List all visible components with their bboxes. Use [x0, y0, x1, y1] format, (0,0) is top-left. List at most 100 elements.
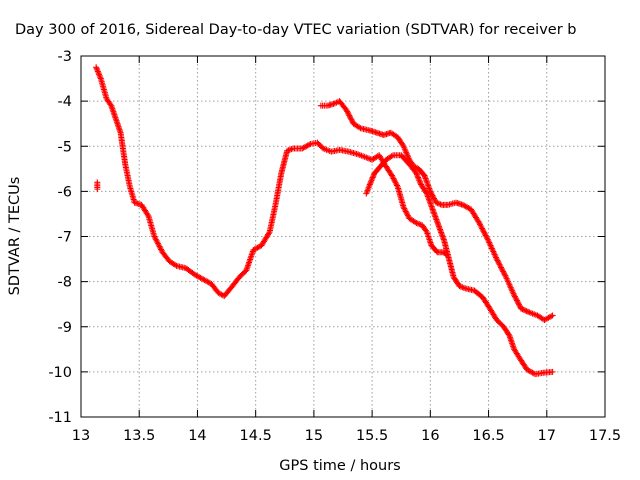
- data-point: [484, 236, 491, 243]
- data-point: [478, 224, 485, 231]
- data-point: [345, 111, 352, 118]
- data-point: [516, 301, 523, 308]
- data-point: [414, 173, 421, 180]
- y-axis-label: SDTVAR / TECUs: [7, 177, 23, 296]
- data-point: [494, 257, 501, 264]
- data-point: [94, 68, 101, 75]
- data-point: [495, 258, 502, 265]
- data-point: [416, 177, 423, 184]
- data-point: [144, 211, 151, 218]
- data-point: [498, 265, 505, 272]
- data-point: [388, 153, 395, 160]
- y-tick-labels: -3 -4 -5 -6 -7 -8 -9 -10 -11: [48, 49, 72, 426]
- y-tick-label: -5: [58, 139, 72, 155]
- data-point: [500, 269, 507, 276]
- x-tick-label: 16: [421, 428, 439, 444]
- data-point: [505, 331, 512, 338]
- data-point: [495, 260, 502, 267]
- data-point: [96, 72, 103, 79]
- data-point: [97, 74, 104, 81]
- data-point: [476, 219, 483, 226]
- data-point: [369, 174, 376, 181]
- data-point: [394, 182, 401, 189]
- data-point: [502, 272, 509, 279]
- y-tick-label: -7: [58, 230, 72, 246]
- x-tick-label: 14: [188, 428, 206, 444]
- chart-title: Day 300 of 2016, Sidereal Day-to-day VTE…: [15, 22, 576, 38]
- data-point: [476, 221, 483, 228]
- data-point: [515, 300, 522, 307]
- series-track-b: [317, 98, 556, 323]
- data-point: [413, 170, 420, 177]
- data-point: [523, 308, 530, 315]
- data-point: [93, 65, 100, 72]
- y-tick-label: -6: [58, 184, 72, 200]
- data-point: [514, 298, 521, 305]
- x-tick-label: 15: [305, 428, 323, 444]
- y-tick-label: -9: [58, 320, 72, 336]
- x-tick-label: 14.5: [240, 428, 272, 444]
- data-point: [483, 233, 490, 240]
- data-point: [479, 226, 486, 233]
- data-point: [480, 228, 487, 235]
- x-tick-label: 16.5: [472, 428, 504, 444]
- data-point: [549, 312, 556, 319]
- x-tick-label: 17.5: [589, 428, 621, 444]
- x-axis-label: GPS time / hours: [279, 458, 400, 474]
- data-point: [94, 67, 101, 74]
- data-point: [481, 229, 488, 236]
- data-point: [95, 69, 102, 76]
- x-tick-label: 13: [72, 428, 90, 444]
- data-point: [346, 113, 353, 120]
- data-point: [413, 171, 420, 178]
- data-point: [496, 261, 503, 268]
- data-point: [344, 108, 351, 115]
- data-point: [415, 174, 422, 181]
- data-point: [482, 232, 489, 239]
- axis-ticks: [80, 55, 606, 418]
- grid: [81, 56, 605, 417]
- data-point: [306, 141, 313, 148]
- data-point: [415, 175, 422, 182]
- data-point: [368, 177, 375, 184]
- data-point: [549, 368, 556, 375]
- data-point: [500, 268, 507, 275]
- data-point: [349, 117, 356, 124]
- data-point: [416, 178, 423, 185]
- data-point: [94, 186, 101, 193]
- data-point: [484, 235, 491, 242]
- data-point: [481, 231, 488, 238]
- data-point: [511, 293, 518, 300]
- data-point: [96, 71, 103, 78]
- y-tick-label: -8: [58, 275, 72, 291]
- data-point: [511, 292, 518, 299]
- data-point: [493, 256, 500, 263]
- data-point: [513, 296, 520, 303]
- x-tick-labels: 13 13.5 14 14.5 15 15.5 16 16.5 17 17.5: [72, 428, 621, 444]
- data-point: [498, 264, 505, 271]
- data-point: [512, 294, 519, 301]
- data-point: [369, 175, 376, 182]
- data-point: [347, 115, 354, 122]
- y-tick-label: -3: [58, 49, 72, 65]
- data-point: [548, 313, 555, 320]
- data-point: [356, 124, 363, 131]
- data-point: [346, 112, 353, 119]
- data-point: [520, 306, 527, 313]
- data-marks: [93, 64, 556, 378]
- data-point: [367, 180, 374, 187]
- data-point: [522, 307, 529, 314]
- data-point: [516, 302, 523, 309]
- data-point: [519, 306, 526, 313]
- data-point: [479, 225, 486, 232]
- data-point: [513, 297, 520, 304]
- data-point: [344, 109, 351, 116]
- data-point: [172, 261, 179, 268]
- series-track-d: [94, 179, 101, 193]
- x-tick-label: 13.5: [123, 428, 155, 444]
- data-point: [370, 173, 377, 180]
- y-tick-label: -10: [48, 365, 72, 381]
- data-point: [107, 101, 114, 108]
- data-point: [265, 230, 272, 237]
